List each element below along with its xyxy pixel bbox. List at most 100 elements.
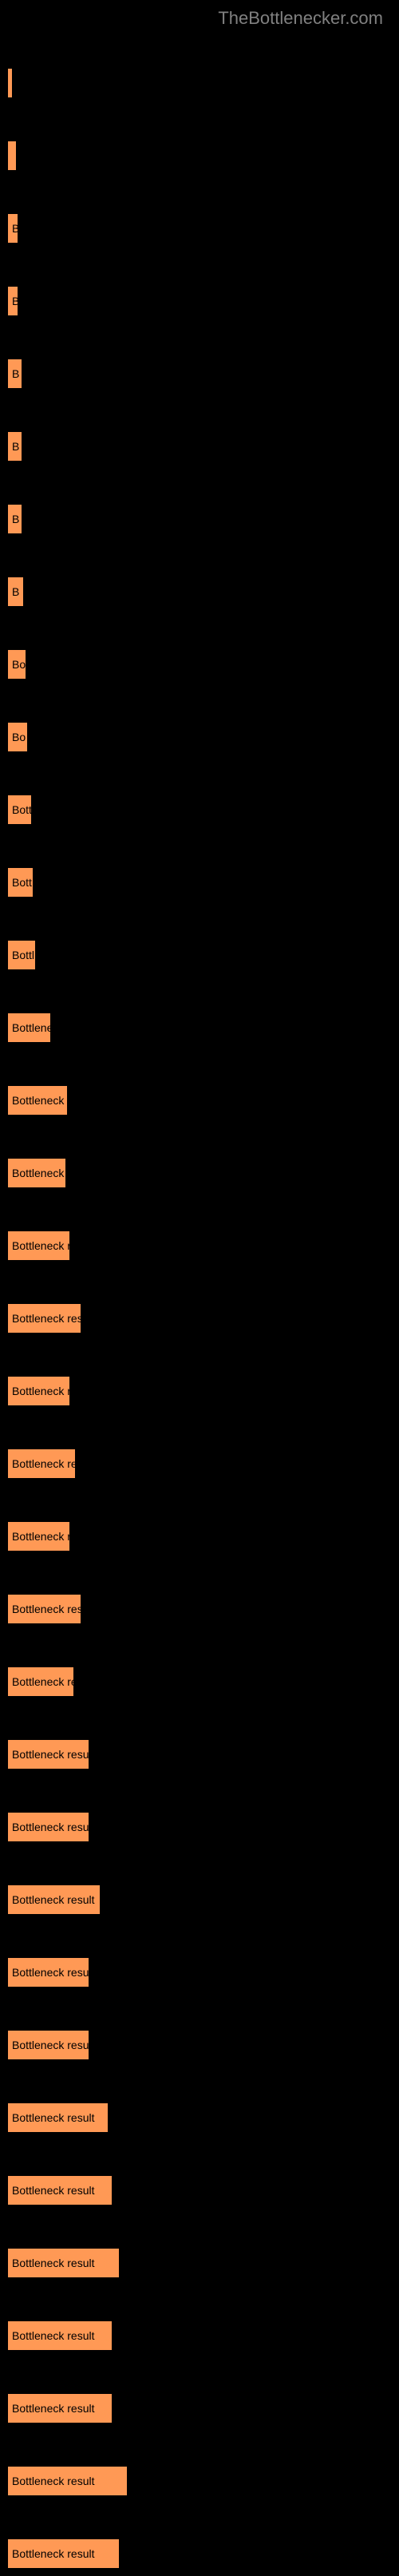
bar-row: Bottleneck result xyxy=(8,2321,391,2350)
bar-label: Bottleneck r xyxy=(12,1167,65,1179)
bottleneck-bar xyxy=(8,141,16,170)
bottleneck-bar: Bott xyxy=(8,868,33,897)
bars-container: B B B B B B Bo Bo Bott Bott Bottl Bottlenec Bottlene… xyxy=(8,69,391,2568)
bottleneck-bar: Bottleneck result xyxy=(8,2539,119,2568)
bar-label: Bottleneck result xyxy=(12,2039,89,2051)
bar-label: Bottleneck result xyxy=(12,2111,95,2124)
bar-row: Bottleneck result xyxy=(8,1595,391,1623)
bar-row: Bottleneck resu xyxy=(8,1377,391,1405)
bar-label: Bottleneck resu xyxy=(12,1385,69,1397)
bar-row: Bott xyxy=(8,868,391,897)
bottleneck-bar: Bottleneck result xyxy=(8,2394,112,2423)
bar-row: Bottleneck result xyxy=(8,2031,391,2059)
bar-row: Bottleneck result xyxy=(8,1885,391,1914)
bar-row: Bottleneck result xyxy=(8,2103,391,2132)
bottleneck-bar: Bottleneck result xyxy=(8,2176,112,2205)
bar-row: Bottleneck result xyxy=(8,2467,391,2495)
bar-row: Bottleneck result xyxy=(8,1958,391,1987)
bar-label: Bottleneck result xyxy=(12,1748,89,1761)
bar-label: Bott xyxy=(12,803,31,816)
bottleneck-bar: B xyxy=(8,287,18,315)
bar-label: Bottl xyxy=(12,949,34,961)
bottleneck-bar: Bottleneck result xyxy=(8,2249,119,2277)
bar-row: Bottleneck result xyxy=(8,2176,391,2205)
bar-label: Bottleneck result xyxy=(12,1966,89,1979)
bar-label: Bottleneck re xyxy=(12,1530,69,1543)
bar-row: Bottleneck result xyxy=(8,1304,391,1333)
bottleneck-bar: Bottlenec xyxy=(8,1013,50,1042)
bar-label: Bottleneck result xyxy=(12,2329,95,2342)
bottleneck-bar: Bottleneck result xyxy=(8,1740,89,1769)
bar-label: B xyxy=(12,222,18,235)
bar-row: B xyxy=(8,359,391,388)
bottleneck-bar: B xyxy=(8,577,23,606)
bottleneck-bar: Bottleneck result xyxy=(8,2103,108,2132)
bar-label: Bo xyxy=(12,658,26,671)
bar-label: Bo xyxy=(12,731,26,743)
bar-row: Bottleneck result xyxy=(8,1740,391,1769)
bottleneck-bar xyxy=(8,69,12,97)
bottleneck-bar: Bottleneck r xyxy=(8,1159,65,1187)
bottleneck-bar: Bottleneck resu xyxy=(8,1667,73,1696)
bottleneck-bar: Bottleneck result xyxy=(8,1595,81,1623)
bar-row: Bottlenec xyxy=(8,1013,391,1042)
bottleneck-bar: Bottleneck result xyxy=(8,2467,127,2495)
bar-row: Bottleneck result xyxy=(8,2249,391,2277)
bar-row: Bottleneck resu xyxy=(8,1667,391,1696)
bar-row: B xyxy=(8,577,391,606)
bar-label: Bottleneck result xyxy=(12,2257,95,2269)
bar-label: Bottleneck result xyxy=(12,1603,81,1615)
bar-label: Bottleneck res xyxy=(12,1094,67,1107)
bottleneck-bar: Bottleneck result xyxy=(8,1813,89,1841)
bar-row xyxy=(8,141,391,170)
bottleneck-bar: B xyxy=(8,505,22,533)
bar-row: Bott xyxy=(8,795,391,824)
bottleneck-bar: B xyxy=(8,359,22,388)
bar-row: Bottleneck r xyxy=(8,1159,391,1187)
bottleneck-bar: Bottleneck resu xyxy=(8,1377,69,1405)
bar-row: B xyxy=(8,287,391,315)
bar-label: Bottleneck result xyxy=(12,2547,95,2560)
bar-label: Bottlenec xyxy=(12,1021,50,1034)
bottleneck-bar: B xyxy=(8,432,22,461)
bar-label: Bottleneck res xyxy=(12,1239,69,1252)
bar-label: B xyxy=(12,367,19,380)
bottleneck-bar: Bott xyxy=(8,795,31,824)
bar-row: B xyxy=(8,432,391,461)
bar-label: B xyxy=(12,585,19,598)
bottleneck-bar: B xyxy=(8,214,18,243)
bar-label: Bottleneck result xyxy=(12,2184,95,2197)
bar-label: Bottleneck result xyxy=(12,2402,95,2415)
bar-row xyxy=(8,69,391,97)
bottleneck-bar: Bottl xyxy=(8,941,35,969)
bar-row: Bottleneck res xyxy=(8,1086,391,1115)
bar-row: Bo xyxy=(8,650,391,679)
bar-label: Bottleneck result xyxy=(12,1893,95,1906)
bar-label: B xyxy=(12,513,19,525)
bar-label: Bottleneck resu xyxy=(12,1675,73,1688)
bar-row: Bottl xyxy=(8,941,391,969)
site-logo: TheBottlenecker.com xyxy=(8,8,383,29)
bar-label: Bottleneck result xyxy=(12,1821,89,1833)
logo-text: TheBottlenecker.com xyxy=(218,8,383,28)
bottleneck-bar: Bottleneck result xyxy=(8,1958,89,1987)
bar-row: B xyxy=(8,214,391,243)
bar-label: B xyxy=(12,295,18,307)
bottleneck-bar: Bo xyxy=(8,650,26,679)
bottleneck-bar: Bo xyxy=(8,723,27,751)
bar-label: Bottleneck result xyxy=(12,1457,75,1470)
bar-label: B xyxy=(12,440,19,453)
bar-row: Bottleneck re xyxy=(8,1522,391,1551)
bottleneck-bar: Bottleneck res xyxy=(8,1231,69,1260)
bottleneck-bar: Bottleneck result xyxy=(8,1885,100,1914)
bar-label: Bottleneck result xyxy=(12,2475,95,2487)
bar-row: Bottleneck result xyxy=(8,2394,391,2423)
bar-row: B xyxy=(8,505,391,533)
bottleneck-bar: Bottleneck re xyxy=(8,1522,69,1551)
bottleneck-bar: Bottleneck result xyxy=(8,1449,75,1478)
bottleneck-bar: Bottleneck res xyxy=(8,1086,67,1115)
bar-row: Bo xyxy=(8,723,391,751)
bar-label: Bott xyxy=(12,876,32,889)
bottleneck-bar: Bottleneck result xyxy=(8,2321,112,2350)
bar-row: Bottleneck result xyxy=(8,1813,391,1841)
